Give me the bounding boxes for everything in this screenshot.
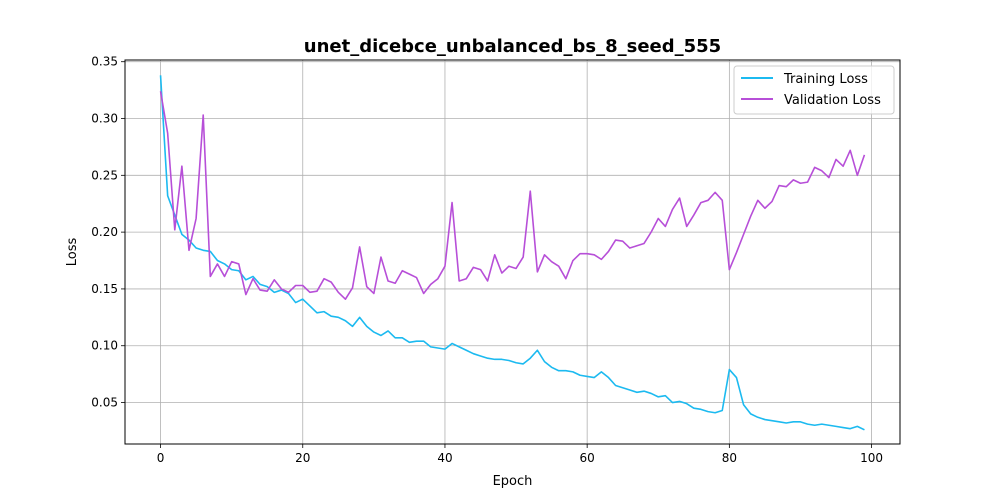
plot-frame bbox=[124, 59, 901, 445]
training-loss-line bbox=[159, 75, 865, 431]
y-tick-label: 0.25 bbox=[91, 168, 118, 182]
x-tick-label: 100 bbox=[860, 451, 883, 465]
y-tick-label: 0.30 bbox=[91, 112, 118, 126]
validation-loss-line bbox=[159, 91, 866, 300]
legend: Training Loss Validation Loss bbox=[733, 65, 895, 115]
x-axis-label: Epoch bbox=[493, 474, 533, 489]
legend-frame bbox=[733, 65, 895, 115]
x-tick-label: 20 bbox=[295, 451, 310, 465]
legend-label-training: Training Loss bbox=[783, 72, 868, 87]
x-tick-label: 60 bbox=[580, 451, 595, 465]
x-tick-label: 40 bbox=[437, 451, 452, 465]
y-tick-label: 0.20 bbox=[91, 225, 118, 239]
y-tick-label: 0.05 bbox=[91, 396, 118, 410]
y-tick-label: 0.35 bbox=[91, 55, 118, 69]
x-tick-label: 0 bbox=[157, 451, 165, 465]
grid-lines bbox=[125, 60, 900, 444]
legend-label-validation: Validation Loss bbox=[784, 93, 881, 108]
series-lines bbox=[159, 75, 866, 431]
chart-title: unet_dicebce_unbalanced_bs_8_seed_555 bbox=[304, 36, 721, 57]
y-tick-label: 0.15 bbox=[91, 282, 118, 296]
x-tick-label: 80 bbox=[722, 451, 737, 465]
x-axis-ticks: 0 20 40 60 80 100 bbox=[157, 444, 883, 465]
y-axis-ticks: 0.05 0.10 0.15 0.20 0.25 0.30 0.35 bbox=[91, 55, 125, 410]
y-tick-label: 0.10 bbox=[91, 339, 118, 353]
y-axis-label: Loss bbox=[65, 238, 80, 267]
